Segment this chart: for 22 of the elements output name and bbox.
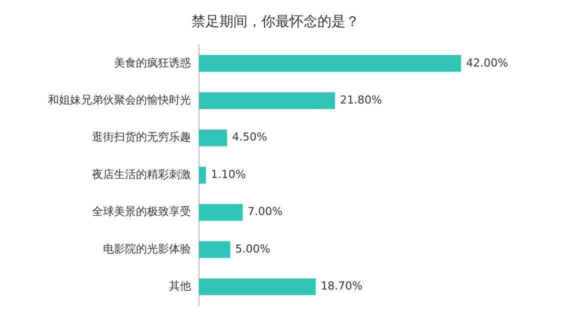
data-label: 42.00% bbox=[466, 56, 508, 70]
bar bbox=[199, 278, 316, 296]
y-tick-label: 全球美景的极致享受 bbox=[92, 205, 191, 218]
data-label: 7.00% bbox=[248, 205, 283, 218]
y-tick-label: 美食的疯狂诱惑 bbox=[114, 56, 191, 70]
y-tick-label: 其他 bbox=[169, 280, 191, 293]
chart-title: 禁足期间，你最怀念的是？ bbox=[192, 14, 360, 30]
y-tick-label: 夜店生活的精彩刺激 bbox=[92, 168, 191, 181]
data-label: 5.00% bbox=[235, 242, 270, 256]
y-tick-label: 电影院的光影体验 bbox=[103, 242, 191, 256]
y-tick-label: 逛街扫货的无穷乐趣 bbox=[92, 130, 191, 144]
bar bbox=[199, 55, 462, 72]
data-label: 1.10% bbox=[210, 168, 246, 181]
y-tick-label: 和姐妹兄弟伙聚会的愉快时光 bbox=[48, 94, 191, 106]
bar bbox=[199, 92, 336, 110]
data-label: 4.50% bbox=[232, 130, 268, 144]
data-label: 18.70% bbox=[320, 280, 363, 293]
bar bbox=[199, 241, 230, 258]
bar bbox=[199, 204, 243, 221]
bar bbox=[199, 129, 228, 146]
bar bbox=[199, 166, 206, 184]
data-label: 21.80% bbox=[340, 94, 382, 106]
